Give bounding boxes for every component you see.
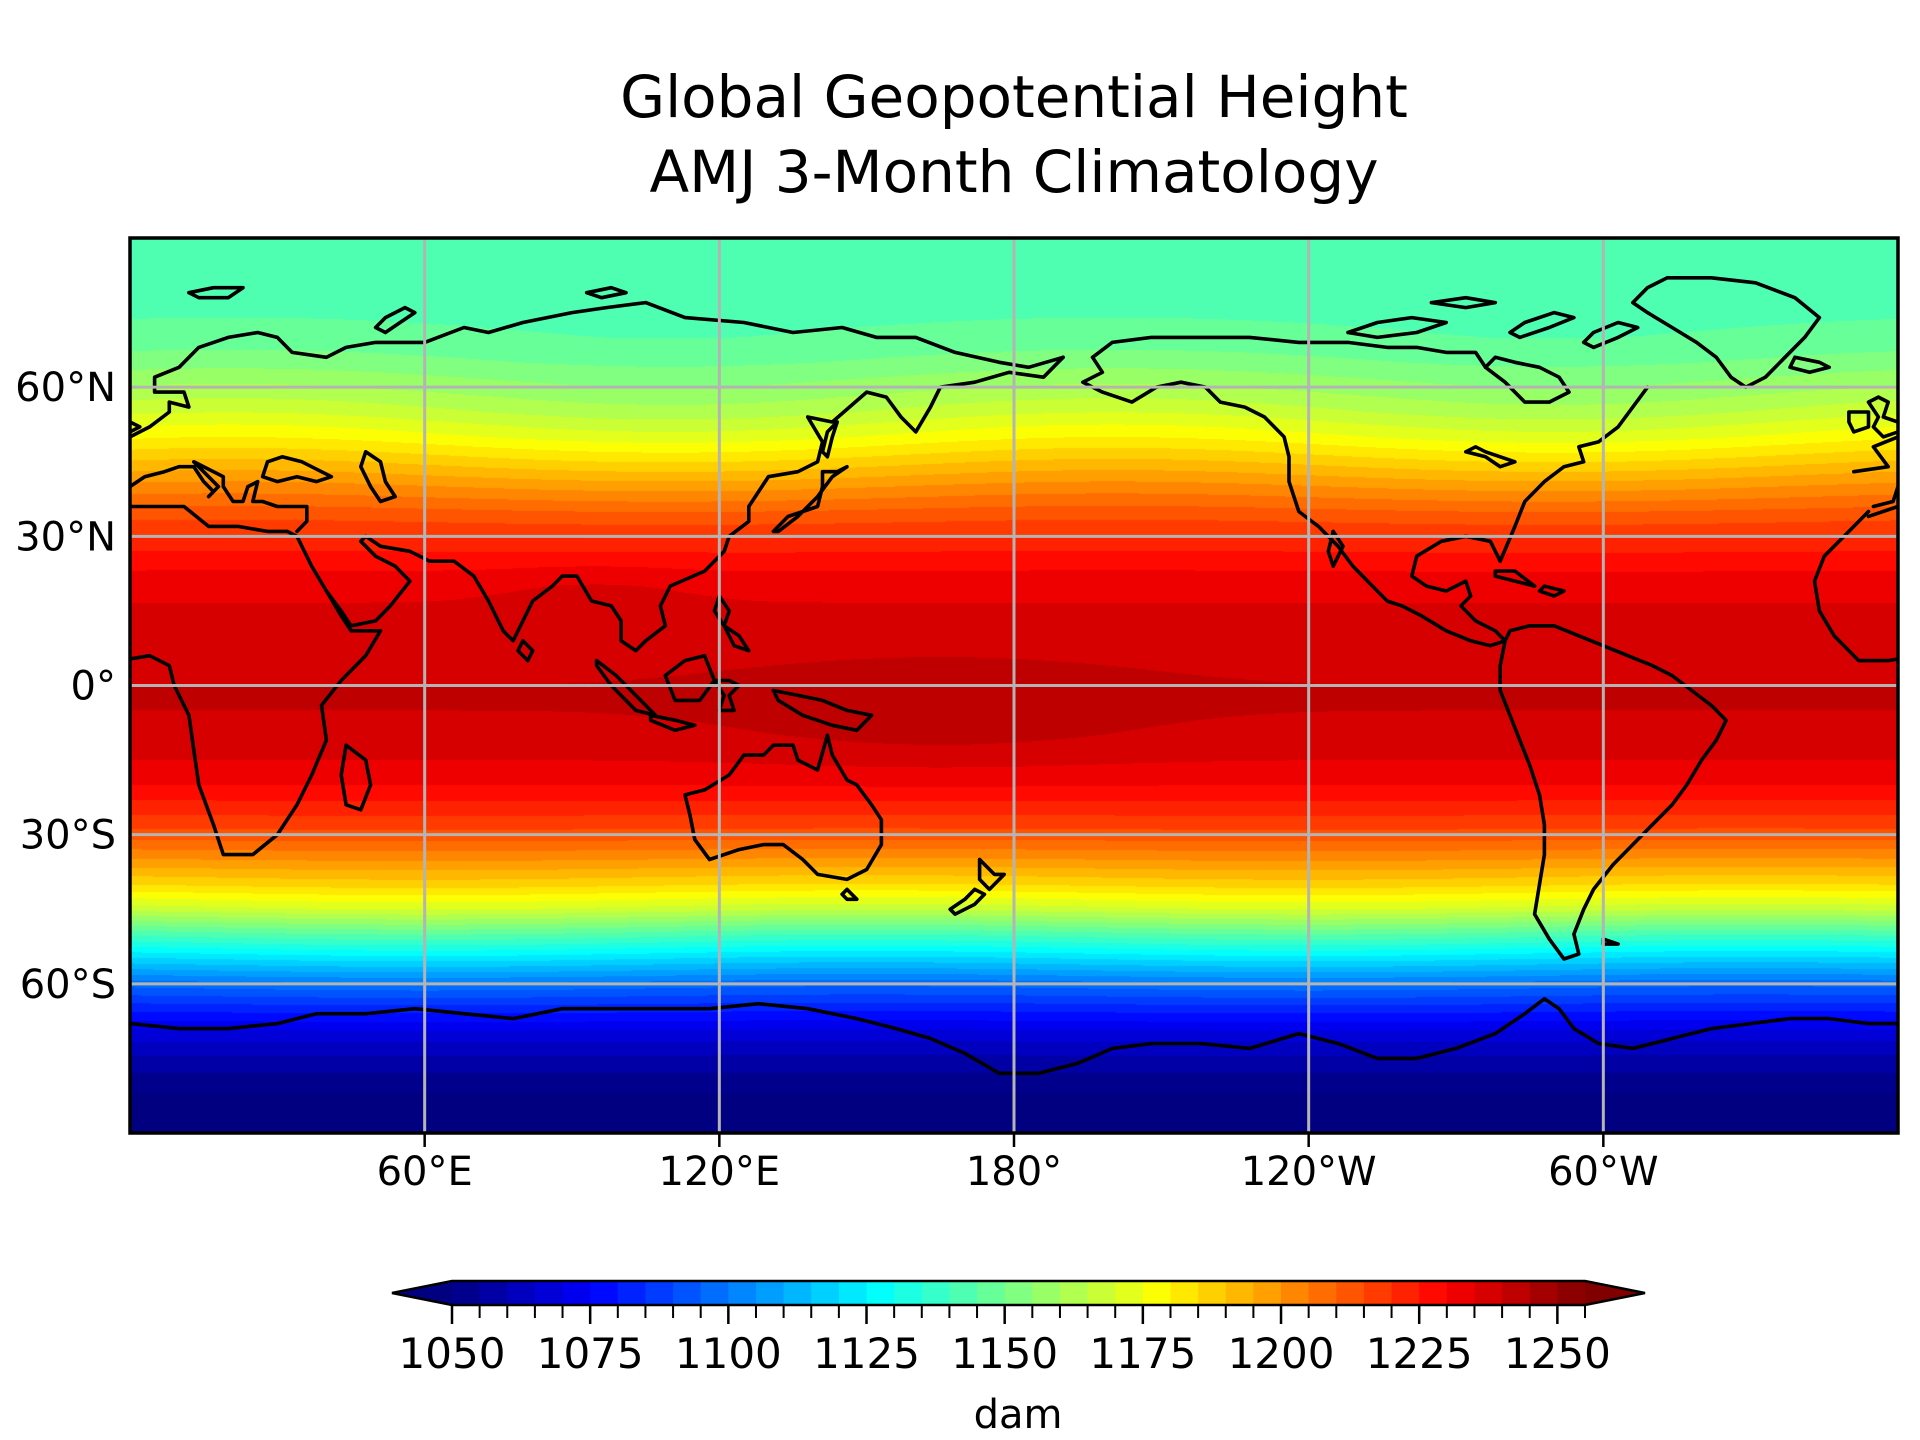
colorbar-tick-label: 1125	[813, 1329, 920, 1378]
colorbar-segment	[452, 1281, 481, 1305]
colorbar-segment	[1529, 1281, 1558, 1305]
coastline-greenland	[0, 278, 51, 387]
colorbar-segment	[1391, 1281, 1420, 1305]
coastline-ireland	[81, 412, 101, 432]
colorbar-segment	[866, 1281, 895, 1305]
colorbar-segment	[1363, 1281, 1393, 1305]
colorbar-segment	[921, 1281, 951, 1305]
y-axis-tick-label: 30°S	[20, 813, 116, 859]
colorbar-segment	[562, 1281, 591, 1305]
colorbar-segment	[755, 1281, 785, 1305]
colorbar-unit-label: dam	[974, 1392, 1063, 1438]
colorbar-segment	[1115, 1281, 1144, 1305]
colorbar-tick-label: 1175	[1089, 1329, 1196, 1378]
colorbar-segment	[1004, 1281, 1033, 1305]
contour-field-map	[130, 238, 1898, 1133]
colorbar-segment	[1446, 1281, 1476, 1305]
colorbar-segment	[507, 1281, 536, 1305]
colorbar-arrow-right	[1585, 1281, 1645, 1305]
colorbar-arrow-left	[392, 1281, 452, 1305]
colorbar-segment	[894, 1281, 923, 1305]
coastline-iceland	[22, 357, 61, 372]
colorbar-segment	[728, 1281, 757, 1305]
colorbar-tick-label: 1250	[1504, 1329, 1611, 1378]
colorbar-segment	[1308, 1281, 1337, 1305]
colorbar-segment	[783, 1281, 812, 1305]
x-axis-tick-label: 120°E	[659, 1149, 781, 1195]
coastline-antarctica	[130, 1021, 132, 1026]
x-axis-tick-label: 120°W	[1241, 1149, 1377, 1195]
x-axis-tick-label: 60°W	[1548, 1149, 1658, 1195]
colorbar-segment	[1281, 1281, 1310, 1305]
colorbar-tick-label: 1150	[951, 1329, 1058, 1378]
x-axis-tick-label: 180°	[966, 1149, 1062, 1195]
y-axis-tick-label: 30°N	[15, 514, 116, 560]
colorbar-segment	[977, 1281, 1006, 1305]
y-axis-tick-label: 60°N	[15, 365, 116, 411]
chart-title-line1: Global Geopotential Height	[620, 63, 1408, 131]
colorbar-segment	[1225, 1281, 1254, 1305]
axis-ticks	[423, 1133, 1605, 1147]
coastline-antarctica	[1896, 1021, 1898, 1026]
colorbar-segment	[811, 1281, 840, 1305]
colorbar-outline	[391, 1279, 1646, 1307]
colorbar-tick-label: 1050	[399, 1329, 506, 1378]
colorbar-segment	[1419, 1281, 1448, 1305]
colorbar-segment	[534, 1281, 564, 1305]
colorbar-segment	[1557, 1281, 1586, 1305]
colorbar-segment	[1336, 1281, 1365, 1305]
colorbar-segment	[1032, 1281, 1061, 1305]
colorbar-tick-label: 1200	[1228, 1329, 1335, 1378]
colorbar-segment	[1502, 1281, 1531, 1305]
colorbar-segment	[479, 1281, 508, 1305]
chart-title-line2: AMJ 3-Month Climatology	[649, 138, 1379, 207]
colorbar-tick-label: 1100	[675, 1329, 782, 1378]
colorbar-segment	[617, 1281, 647, 1305]
chart-title: Global Geopotential Height AMJ 3-Month C…	[130, 60, 1898, 211]
colorbar: 1050 1075 1100 1125 1150 1175 1200 1225 1250	[391, 1279, 1646, 1378]
colorbar-segment	[673, 1281, 702, 1305]
colorbar-segment	[700, 1281, 729, 1305]
colorbar-segment	[1170, 1281, 1199, 1305]
colorbar-segment	[1142, 1281, 1172, 1305]
colorbar-segment	[590, 1281, 619, 1305]
colorbar-tick-label: 1075	[537, 1329, 644, 1378]
x-axis-tick-label: 60°E	[377, 1149, 473, 1195]
colorbar-segment	[1087, 1281, 1116, 1305]
colorbar-segment	[1474, 1281, 1503, 1305]
colorbar-tick-label: 1225	[1366, 1329, 1473, 1378]
colorbar-segment	[949, 1281, 978, 1305]
colorbar-segment	[1059, 1281, 1089, 1305]
colorbar-segment	[645, 1281, 674, 1305]
colorbar-segment	[1198, 1281, 1227, 1305]
colorbar-segment	[1253, 1281, 1282, 1305]
colorbar-segment	[838, 1281, 868, 1305]
y-axis-tick-label: 0°	[71, 664, 116, 710]
y-axis-tick-label: 60°S	[20, 962, 116, 1008]
